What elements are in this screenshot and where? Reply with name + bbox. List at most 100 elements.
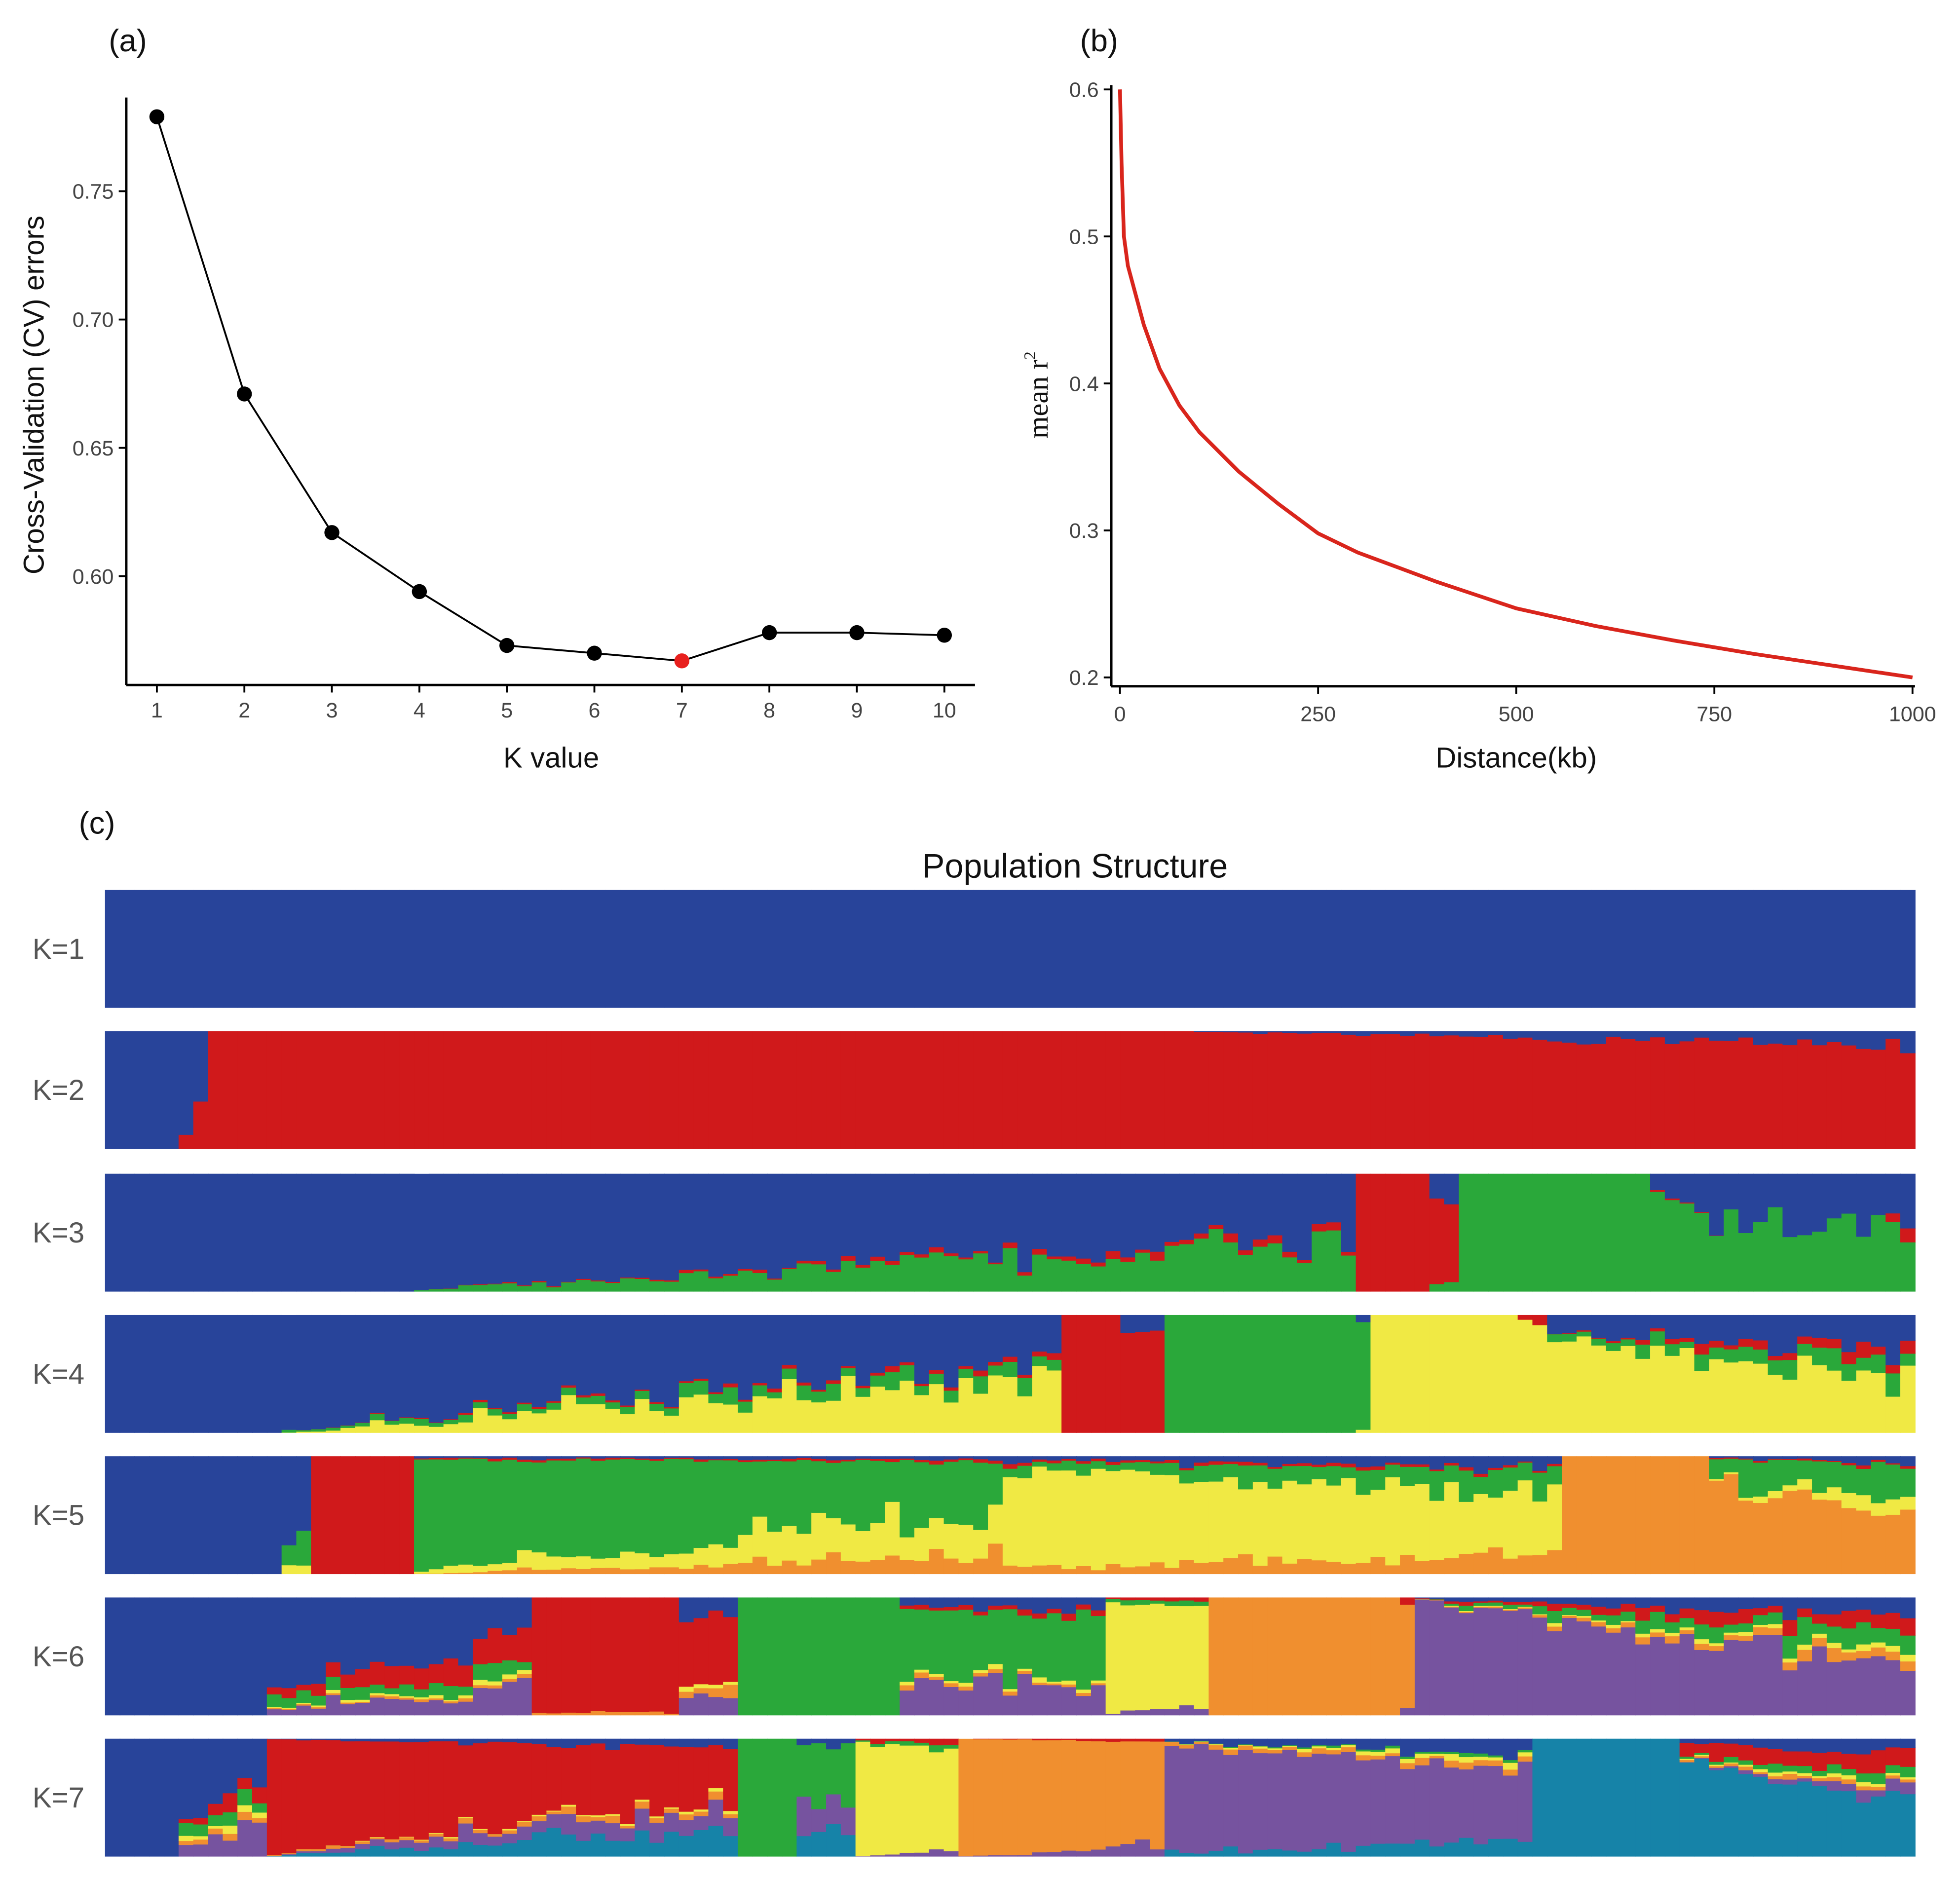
ancestry-red	[1238, 1032, 1253, 1149]
ancestry-blue	[1414, 1031, 1430, 1034]
individual-column	[1312, 1738, 1327, 1857]
ancestry-green	[414, 1459, 429, 1572]
individual-column	[1370, 1456, 1386, 1575]
ancestry-red	[384, 1456, 400, 1575]
ancestry-blue	[1679, 1173, 1695, 1203]
ancestry-yellow	[1194, 1481, 1209, 1563]
ancestry-yellow	[1694, 1754, 1710, 1757]
ancestry-blue	[355, 1315, 371, 1423]
x-axis-label: K value	[503, 742, 599, 774]
ancestry-green	[1223, 1464, 1239, 1477]
ancestry-red	[973, 1031, 989, 1149]
ancestry-red	[1709, 1235, 1725, 1236]
individual-column	[384, 1597, 400, 1716]
individual-column	[678, 1597, 694, 1716]
individual-column	[1885, 1597, 1901, 1716]
ancestry-orange	[1826, 1648, 1842, 1662]
ancestry-green	[576, 1397, 591, 1404]
ancestry-blue	[134, 1315, 150, 1433]
ancestry-red	[546, 1400, 562, 1403]
ancestry-orange	[458, 1698, 474, 1702]
ancestry-yellow	[708, 1788, 724, 1792]
individual-column	[1061, 1315, 1077, 1433]
ancestry-red	[517, 1742, 532, 1821]
individual-column	[693, 890, 709, 1008]
ancestry-purple	[1047, 1685, 1062, 1716]
ancestry-yellow	[664, 1807, 679, 1809]
ancestry-blue	[914, 1456, 930, 1460]
ancestry-blue	[973, 1315, 989, 1371]
ancestry-green	[635, 1278, 650, 1292]
ancestry-red	[531, 1406, 547, 1409]
ancestry-blue	[1709, 1456, 1725, 1458]
ancestry-green	[443, 1459, 459, 1566]
ancestry-blue	[399, 1315, 415, 1418]
individual-column	[1282, 1031, 1298, 1149]
ancestry-blue	[1562, 890, 1577, 1008]
ancestry-green	[1782, 1359, 1798, 1380]
individual-column	[1812, 1315, 1827, 1433]
ancestry-red	[693, 1617, 709, 1685]
individual-column	[635, 890, 650, 1008]
ancestry-red	[502, 1741, 518, 1829]
individual-column	[266, 890, 282, 1008]
ancestry-red	[458, 1665, 474, 1687]
ancestry-blue	[149, 1738, 165, 1857]
ancestry-purple	[473, 1688, 489, 1716]
ancestry-yellow	[1400, 1486, 1415, 1555]
ancestry-red	[1164, 1460, 1180, 1463]
ancestry-yellow	[340, 1699, 356, 1703]
ancestry-red	[635, 1458, 650, 1460]
ancestry-blue	[1223, 1031, 1239, 1033]
ancestry-purple	[1105, 1713, 1121, 1716]
ancestry-blue	[326, 1738, 341, 1740]
ancestry-blue	[1768, 1456, 1783, 1459]
individual-column	[296, 1597, 312, 1716]
ancestry-yellow	[1150, 1603, 1165, 1709]
ancestry-red	[1444, 1463, 1460, 1466]
ancestry-green	[1768, 1360, 1783, 1375]
ancestry-blue	[1032, 1315, 1048, 1352]
ancestry-red	[384, 1031, 400, 1149]
ancestry-teal	[517, 1840, 532, 1857]
individual-column	[605, 1315, 621, 1433]
individual-column	[1841, 1315, 1857, 1433]
ancestry-green	[1532, 1173, 1548, 1292]
ancestry-blue	[237, 1315, 253, 1433]
ancestry-blue	[708, 1738, 724, 1745]
ancestry-green	[1664, 1344, 1680, 1356]
ancestry-blue	[1738, 1738, 1754, 1745]
ancestry-blue	[1120, 1173, 1136, 1258]
individual-column	[1473, 1173, 1489, 1292]
ancestry-teal	[443, 1848, 459, 1857]
ancestry-yellow	[649, 1816, 665, 1818]
ancestry-green	[1885, 1222, 1901, 1292]
individual-column	[1047, 890, 1062, 1008]
ancestry-red	[678, 1381, 694, 1383]
ancestry-red	[458, 1457, 474, 1459]
ancestry-blue	[473, 1173, 489, 1284]
ancestry-blue	[1017, 1597, 1033, 1610]
ancestry-orange	[693, 1688, 709, 1693]
individual-column	[1753, 890, 1769, 1008]
ancestry-orange	[738, 1562, 753, 1575]
ancestry-orange	[428, 1833, 444, 1837]
ancestry-blue	[1503, 1456, 1518, 1466]
ancestry-orange	[1061, 1684, 1077, 1688]
ancestry-orange	[914, 1560, 930, 1575]
ancestry-purple	[1002, 1855, 1018, 1857]
ancestry-yellow	[370, 1420, 385, 1433]
ancestry-blue	[1150, 1315, 1165, 1331]
ancestry-red	[840, 1459, 856, 1462]
individual-column	[1400, 1031, 1415, 1149]
ancestry-green	[1120, 1462, 1136, 1470]
ancestry-red	[900, 1251, 915, 1255]
individual-column	[1812, 890, 1827, 1008]
ancestry-green	[1252, 1315, 1268, 1433]
ancestry-orange	[1782, 1662, 1798, 1671]
ancestry-purple	[1621, 1627, 1636, 1716]
ancestry-orange	[988, 1669, 1003, 1673]
ancestry-red	[1252, 1239, 1268, 1247]
ancestry-green	[1591, 1615, 1607, 1621]
individual-column	[399, 1031, 415, 1149]
